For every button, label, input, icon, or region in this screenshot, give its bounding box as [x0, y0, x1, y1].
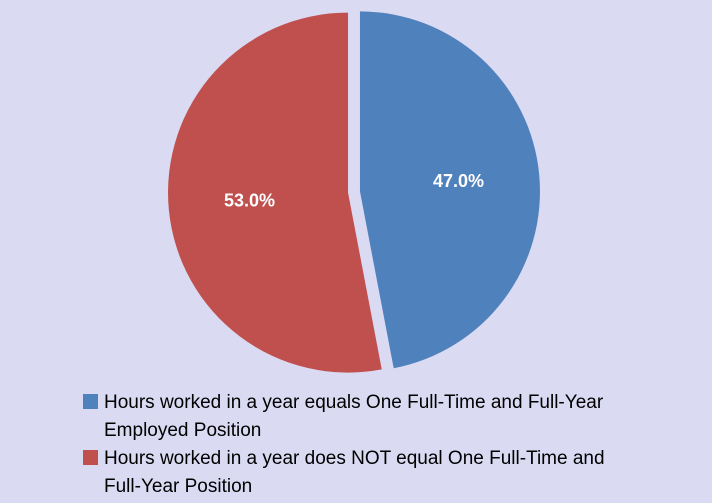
legend-entry: Hours worked in a year equals One Full-T… — [83, 389, 643, 445]
legend-entry: Hours worked in a year does NOT equal On… — [83, 445, 643, 501]
legend: Hours worked in a year equals One Full-T… — [83, 389, 643, 501]
pie-slice — [168, 12, 382, 373]
legend-swatch — [83, 450, 98, 465]
legend-swatch — [83, 394, 98, 409]
value-label: 47.0% — [433, 171, 484, 191]
legend-label: Hours worked in a year does NOT equal On… — [104, 448, 605, 497]
chart: 47.0% 53.0% — [168, 11, 540, 373]
legend-label: Hours worked in a year equals One Full-T… — [104, 392, 604, 441]
value-label: 53.0% — [224, 191, 275, 211]
pie-slice — [359, 11, 540, 369]
